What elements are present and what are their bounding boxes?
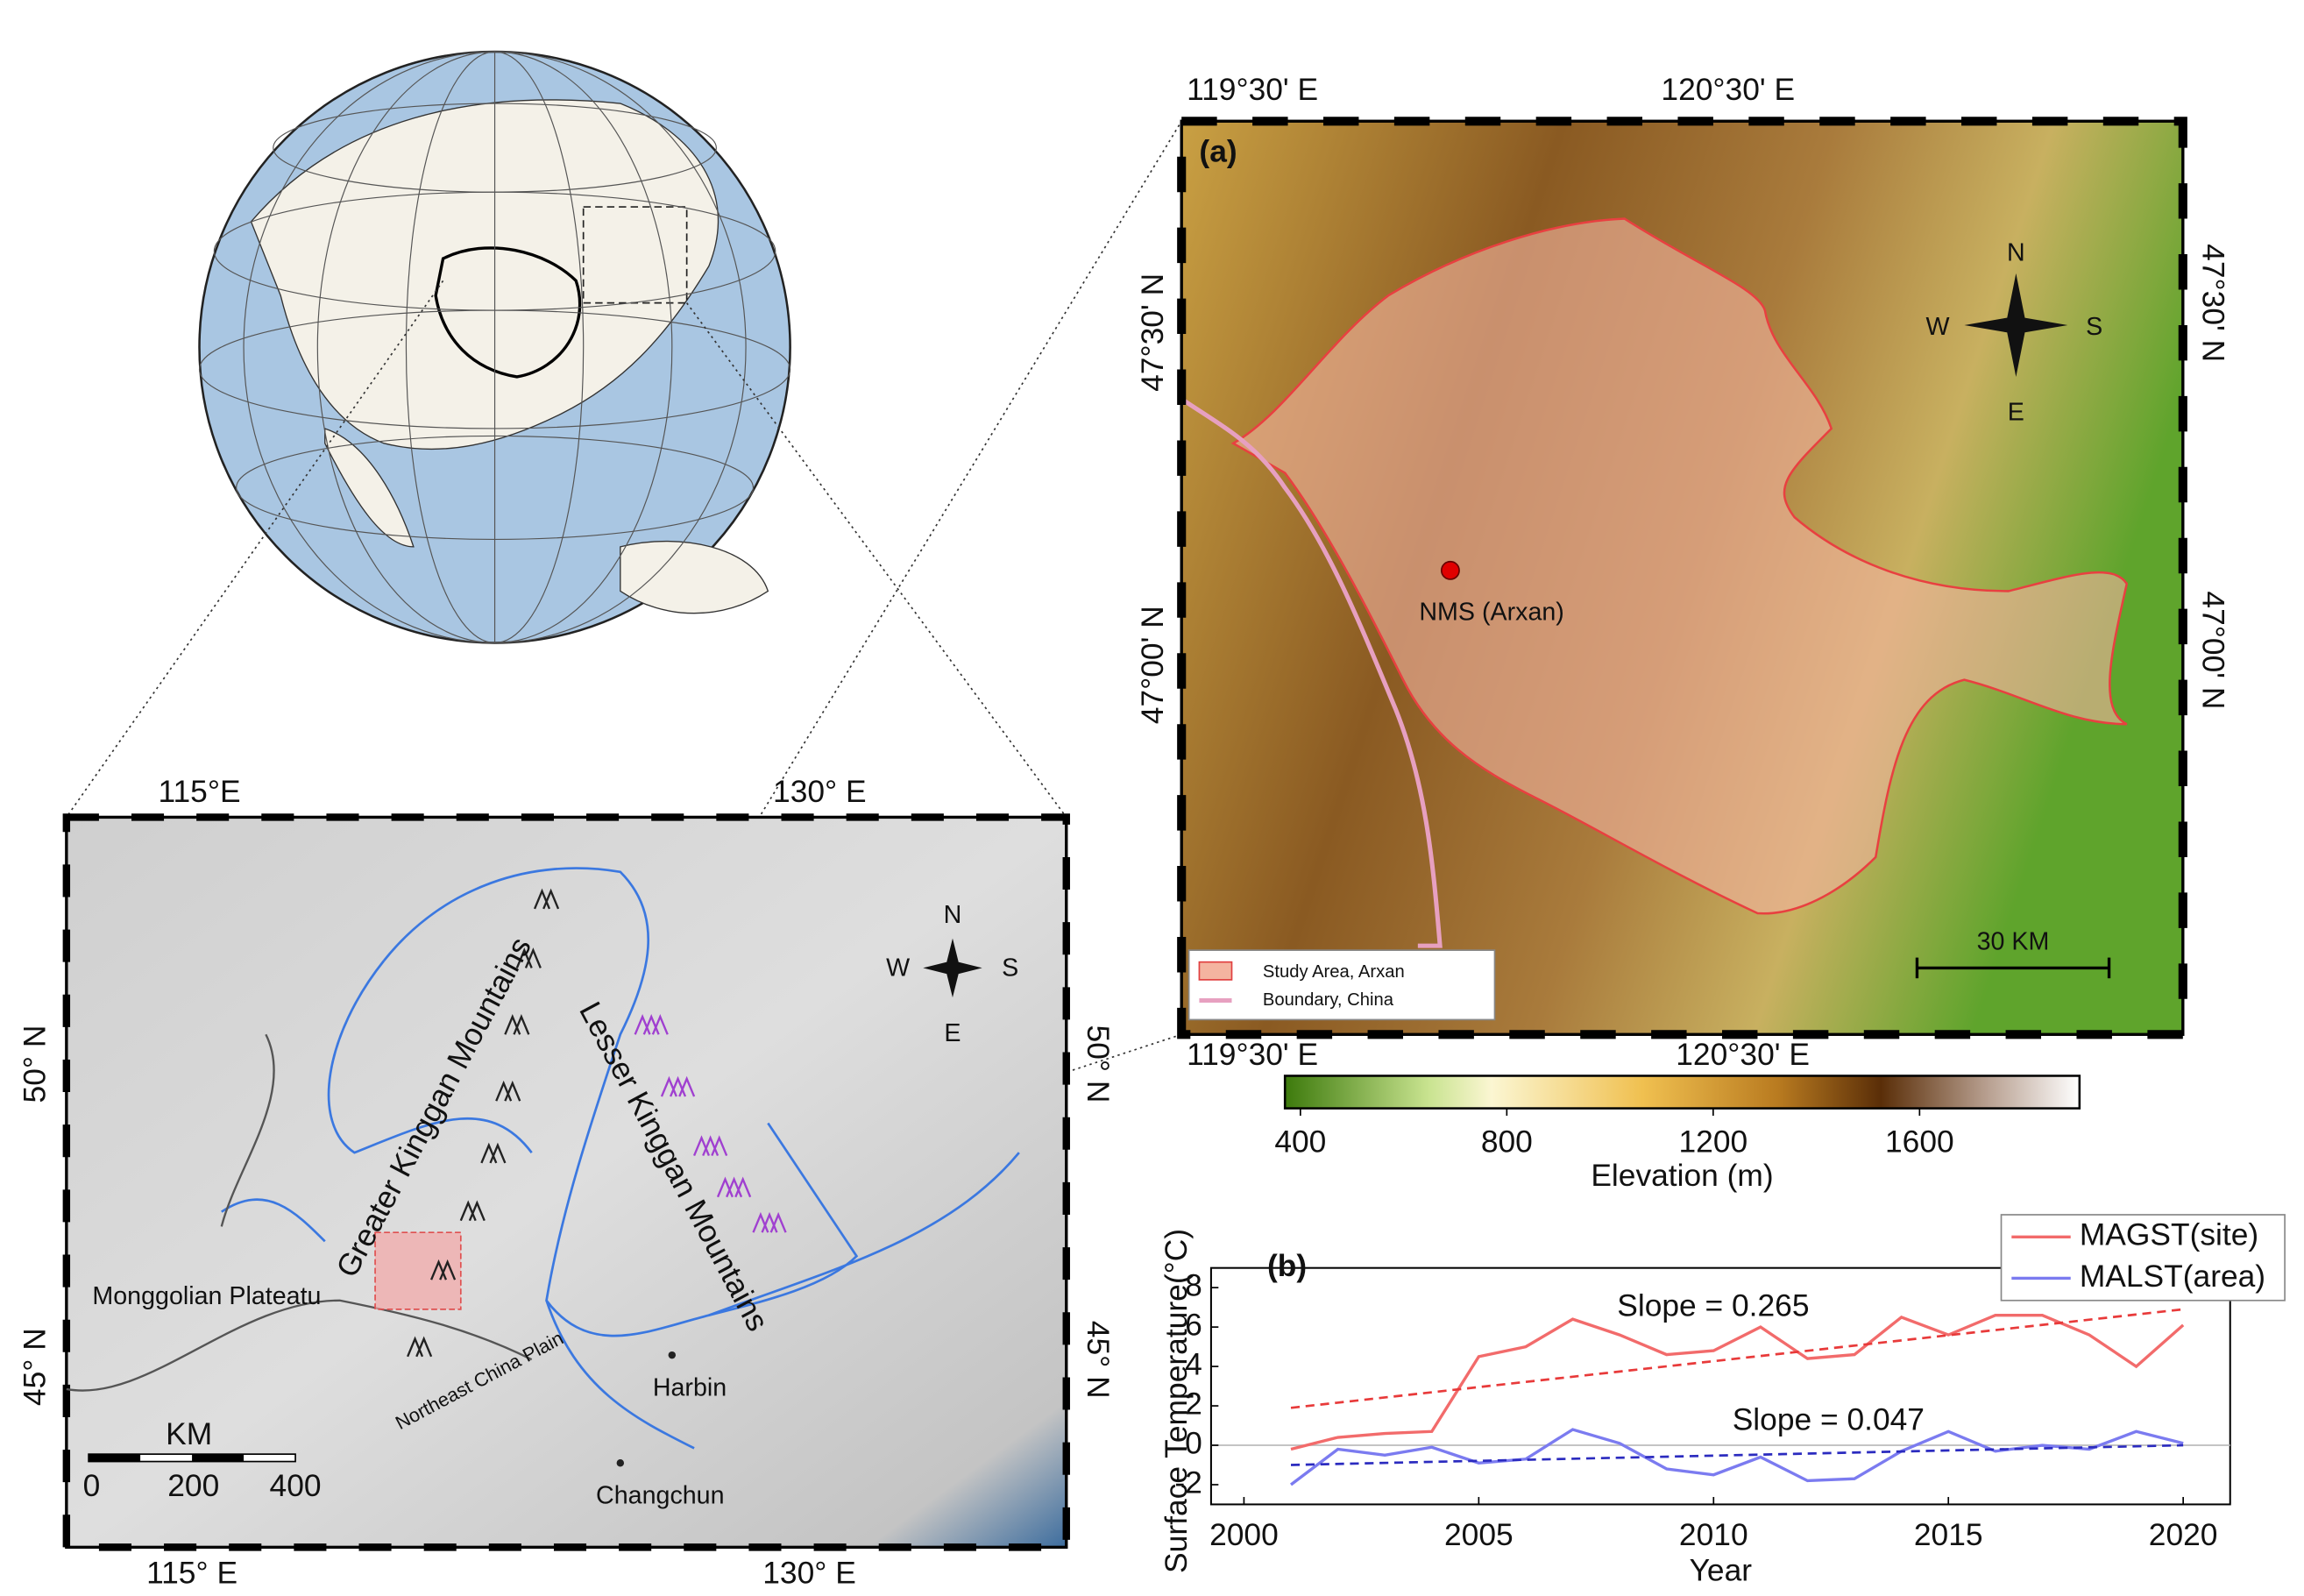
y-axis-label: Surface Temperature(°C) (1159, 1229, 1194, 1573)
scale-label: 0 (83, 1469, 101, 1503)
detail-labels: 119°30' E 120°30' E 119°30' E 120°30' E … (1136, 73, 2230, 1072)
trend-line (1290, 1308, 2184, 1409)
lat-label: 45° N (1081, 1321, 1115, 1399)
colorbar-label: Elevation (m) (1591, 1159, 1773, 1193)
compass-n: N (944, 901, 962, 929)
y-tick-label: 2 (1185, 1387, 1202, 1421)
scale-label: 200 (167, 1469, 219, 1503)
lat-label: 50° N (18, 1025, 52, 1103)
lon-label: 130° E (773, 775, 867, 809)
panel-label: (b) (1267, 1249, 1307, 1283)
legend-label: MAGST(site) (2080, 1218, 2258, 1252)
lat-label: 45° N (18, 1328, 52, 1406)
city-label: Changchun (596, 1482, 724, 1510)
lat-label: 47°30' N (1136, 273, 1170, 392)
y-tick-label: 8 (1185, 1269, 1202, 1303)
lat-label: 50° N (1081, 1025, 1115, 1103)
y-tick-label: 0 (1185, 1426, 1202, 1460)
x-tick-label: 2015 (1914, 1518, 1983, 1552)
legend-label: Boundary, China (1263, 990, 1394, 1010)
trend-label: Slope = 0.047 (1733, 1402, 1925, 1436)
data-line (1290, 1313, 2185, 1451)
y-tick-label: -2 (1174, 1465, 1202, 1500)
lon-label: 119°30' E (1187, 1038, 1318, 1072)
x-tick-label: 2010 (1679, 1518, 1748, 1552)
x-tick-label: 2000 (1209, 1518, 1279, 1552)
lon-label: 120°30' E (1661, 73, 1795, 107)
plot-frame (1209, 1266, 2231, 1506)
lon-label: 119°30' E (1187, 73, 1318, 107)
colorbar-tick-label: 1600 (1885, 1124, 1954, 1159)
colorbar-tick-label: 400 (1274, 1124, 1326, 1159)
lat-label: 47°30' N (2195, 244, 2230, 362)
compass-s: S (1002, 954, 1018, 982)
y-tick-label: 6 (1185, 1308, 1202, 1342)
scale-label: 30 KM (1977, 927, 2050, 955)
place-label: Monggolian Plateatu (92, 1282, 321, 1310)
lon-label: 115° E (146, 1557, 237, 1591)
legend-box (2000, 1214, 2286, 1302)
scale-unit: KM (166, 1417, 212, 1451)
trend-line (1290, 1443, 2184, 1466)
lon-label: 130° E (762, 1557, 856, 1591)
scale-label: 400 (270, 1469, 322, 1503)
city-label: Harbin (653, 1374, 727, 1402)
detail-map (1177, 117, 2187, 1039)
x-axis-label: Year (1690, 1553, 1753, 1587)
globe (198, 50, 791, 644)
compass-w: W (1926, 313, 1950, 341)
legend-label: MALST(area) (2080, 1259, 2265, 1294)
x-tick-label: 2020 (2149, 1518, 2218, 1552)
regional-map (62, 813, 1070, 1551)
compass-e: E (2008, 399, 2024, 427)
lon-label: 120°30' E (1676, 1038, 1810, 1072)
colorbar (1283, 1075, 2081, 1110)
data-line (1289, 1428, 2184, 1486)
colorbar-tick-label: 800 (1481, 1124, 1533, 1159)
y-tick-label: 4 (1185, 1347, 1202, 1381)
panel-label: (a) (1199, 135, 1237, 169)
compass-e: E (944, 1019, 961, 1047)
x-tick-label: 2005 (1444, 1518, 1514, 1552)
compass-n: N (2007, 239, 2025, 267)
legend-label: Study Area, Arxan (1263, 962, 1405, 982)
lon-label: 115°E (158, 775, 240, 809)
compass-w: W (886, 954, 910, 982)
compass-s: S (2086, 313, 2102, 341)
lat-label: 47°00' N (2195, 591, 2230, 709)
lat-label: 47°00' N (1136, 606, 1170, 724)
trend-label: Slope = 0.265 (1617, 1289, 1809, 1323)
colorbar-tick-label: 1200 (1678, 1124, 1747, 1159)
site-label: NMS (Arxan) (1419, 598, 1563, 626)
